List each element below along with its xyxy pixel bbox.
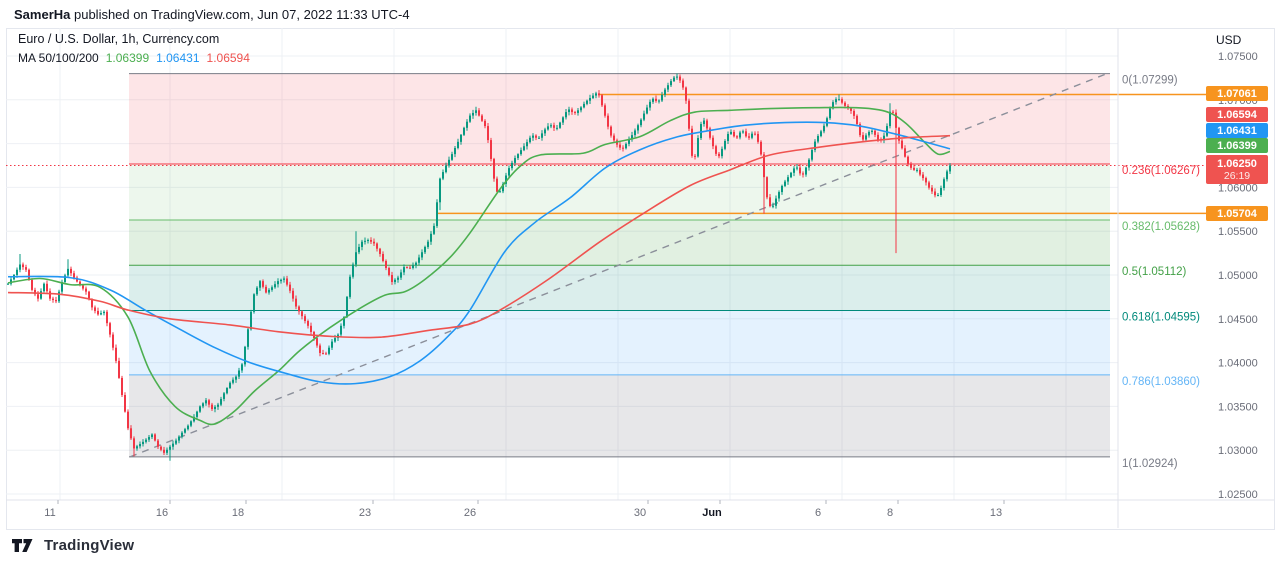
time-tick-label[interactable]: 13 — [990, 507, 1002, 519]
tradingview-logo[interactable]: TradingView — [12, 537, 134, 554]
time-tick-label[interactable]: 6 — [815, 507, 821, 519]
chart-legend[interactable]: Euro / U.S. Dollar, 1h, Currency.com MA … — [18, 33, 250, 64]
countdown-timer: 26:19 — [1223, 169, 1251, 182]
candlesticks — [7, 73, 951, 461]
fib-label-0.786: 0.786(1.03860) — [1122, 376, 1200, 388]
price-badge-1.07061: 1.07061 — [1206, 86, 1268, 101]
price-tick-label[interactable]: 1.02500 — [1218, 489, 1258, 501]
time-tick-label[interactable]: 18 — [232, 507, 244, 519]
price-tick-label[interactable]: 1.04500 — [1218, 314, 1258, 326]
fib-band-0.5 — [129, 265, 1110, 311]
tradingview-logo-text: TradingView — [44, 537, 135, 554]
ma100-line — [7, 121, 951, 385]
publish-info: published on TradingView.com, Jun 07, 20… — [70, 7, 410, 22]
fib-band-0.786 — [129, 374, 1110, 457]
price-tick-label[interactable]: 1.03000 — [1218, 445, 1258, 457]
ma-legend[interactable]: MA 50/100/200 1.06399 1.06431 1.06594 — [18, 52, 250, 64]
time-tick-label[interactable]: 8 — [887, 507, 893, 519]
time-tick-label[interactable]: 26 — [464, 507, 476, 519]
ma50-line — [7, 106, 951, 426]
fib-label-0.382: 0.382(1.05628) — [1122, 221, 1200, 233]
time-tick-label[interactable]: 30 — [634, 507, 646, 519]
fib-label-0.5: 0.5(1.05112) — [1122, 266, 1187, 278]
price-tick-label[interactable]: 1.06000 — [1218, 182, 1258, 194]
price-badge-1.06399: 1.06399 — [1206, 138, 1268, 153]
time-tick-label[interactable]: 11 — [44, 507, 55, 519]
ma100-value: 1.06431 — [156, 50, 200, 65]
price-tick-label[interactable]: 1.03500 — [1218, 401, 1258, 413]
fib-label-0.236: 0.236(1.06267) — [1122, 165, 1200, 177]
time-tick-label[interactable]: 16 — [156, 507, 168, 519]
fib-label-0: 0(1.07299) — [1122, 75, 1178, 87]
price-tick-label[interactable]: 1.07500 — [1218, 51, 1258, 63]
fib-label-1: 1(1.02924) — [1122, 458, 1178, 470]
trendline — [129, 72, 1108, 458]
publish-header: SamerHa published on TradingView.com, Ju… — [14, 7, 410, 22]
currency-label: USD — [1216, 33, 1242, 47]
symbol-title[interactable]: Euro / U.S. Dollar, 1h, Currency.com — [18, 32, 220, 46]
time-tick-label[interactable]: 23 — [359, 507, 371, 519]
price-tick-label[interactable]: 1.05000 — [1218, 270, 1258, 282]
fib-band-0 — [129, 73, 1110, 165]
fib-band-0.236 — [129, 164, 1110, 220]
ma-label: MA 50/100/200 — [18, 50, 99, 65]
fib-band-0.382 — [129, 219, 1110, 266]
price-badge-1.06250: 1.06250 26:19 — [1206, 155, 1268, 184]
time-tick-label[interactable]: Jun — [702, 507, 722, 519]
ma50-value: 1.06399 — [105, 50, 150, 65]
fib-label-0.618: 0.618(1.04595) — [1122, 311, 1200, 323]
fib-band-0.618 — [129, 310, 1110, 375]
ma200-value: 1.06594 — [206, 50, 250, 65]
tradingview-logo-icon — [12, 539, 33, 552]
author-name: SamerHa — [14, 7, 71, 22]
price-tick-label[interactable]: 1.05500 — [1218, 226, 1258, 238]
price-tick-label[interactable]: 1.04000 — [1218, 358, 1258, 370]
price-badge-1.06431: 1.06431 — [1206, 123, 1268, 138]
ma200-line — [7, 134, 951, 339]
price-badge-1.06594: 1.06594 — [1206, 107, 1268, 122]
price-badge-1.05704: 1.05704 — [1206, 206, 1268, 221]
